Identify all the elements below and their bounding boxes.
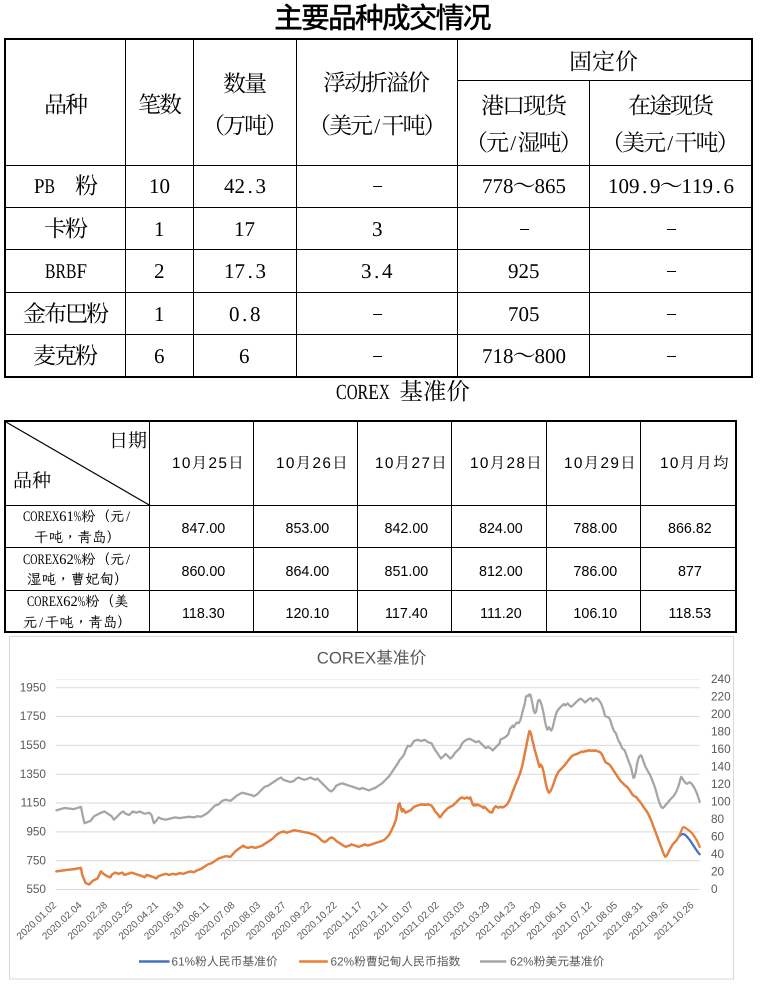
svg-text:100: 100 bbox=[711, 794, 731, 808]
svg-text:950: 950 bbox=[26, 824, 46, 838]
svg-text:20: 20 bbox=[711, 864, 725, 878]
svg-text:1150: 1150 bbox=[20, 795, 46, 809]
svg-text:1550: 1550 bbox=[19, 738, 46, 752]
svg-text:1350: 1350 bbox=[19, 766, 46, 780]
svg-text:60: 60 bbox=[711, 829, 725, 843]
svg-text:550: 550 bbox=[26, 882, 46, 896]
svg-text:1750: 1750 bbox=[19, 709, 46, 723]
svg-text:200: 200 bbox=[711, 707, 731, 721]
svg-text:0: 0 bbox=[711, 882, 718, 896]
svg-text:240: 240 bbox=[711, 672, 731, 686]
svg-text:750: 750 bbox=[26, 853, 46, 867]
svg-text:140: 140 bbox=[711, 759, 731, 773]
svg-text:180: 180 bbox=[711, 724, 731, 738]
svg-text:160: 160 bbox=[711, 742, 731, 756]
svg-text:120: 120 bbox=[711, 777, 731, 791]
svg-text:220: 220 bbox=[711, 689, 731, 703]
svg-text:40: 40 bbox=[711, 847, 725, 861]
svg-text:80: 80 bbox=[711, 812, 725, 826]
svg-text:1950: 1950 bbox=[19, 680, 46, 694]
